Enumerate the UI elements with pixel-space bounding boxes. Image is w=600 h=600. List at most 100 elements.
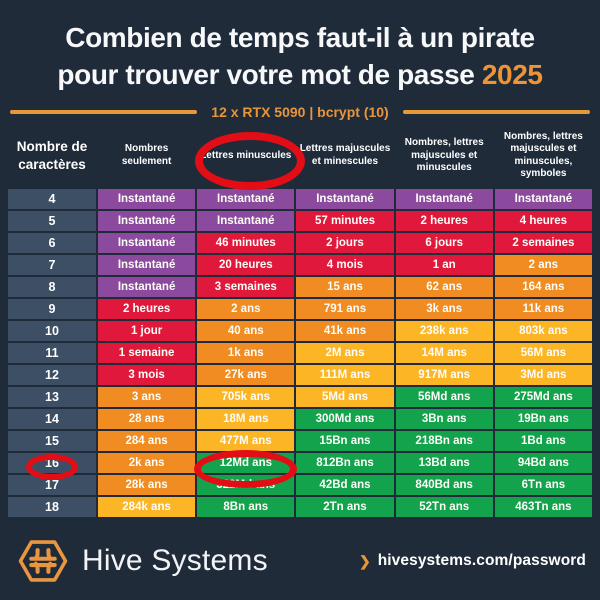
time-cell: Instantané — [98, 210, 196, 231]
time-cell: 322Md ans — [197, 474, 295, 495]
char-count-cell: 17 — [8, 474, 96, 495]
time-cell: 2 heures — [98, 298, 196, 319]
table-row: 6 Instantané 46 minutes 2 jours 6 jours 2 sem… — [8, 232, 592, 253]
title-line1: Combien de temps faut-il à un pirate — [65, 22, 535, 53]
time-cell: 2 jours — [296, 232, 394, 253]
password-table: Nombre de caractères Nombres seulement Le… — [8, 126, 592, 517]
time-cell: 2 heures — [395, 210, 493, 231]
time-cell: Instantané — [98, 276, 196, 297]
footer: Hive Systems ❯ hivesystems.com/password — [0, 528, 600, 600]
title-year: 2025 — [481, 58, 543, 90]
char-count-cell: 12 — [8, 364, 96, 385]
time-cell: Instantané — [98, 254, 196, 275]
char-count-cell: 13 — [8, 386, 96, 407]
time-cell: 705k ans — [197, 386, 295, 407]
char-count-cell: 4 — [8, 188, 96, 209]
time-cell: 791 ans — [296, 298, 394, 319]
column-header-chars: Nombre de caractères — [16, 139, 88, 172]
time-cell: 1 jour — [98, 320, 196, 341]
time-cell: 62 ans — [395, 276, 493, 297]
time-cell: 52Tn ans — [395, 496, 493, 517]
table-row: 7 Instantané 20 heures 4 mois 1 an 2 ans — [8, 254, 592, 275]
time-cell: 3 ans — [98, 386, 196, 407]
time-cell: 2k ans — [98, 452, 196, 473]
time-cell: 3Bn ans — [395, 408, 493, 429]
time-cell: Instantané — [197, 188, 295, 209]
time-cell: 3k ans — [395, 298, 493, 319]
time-cell: Instantané — [98, 232, 196, 253]
brand-lockup: Hive Systems — [16, 533, 268, 589]
char-count-cell: 10 — [8, 320, 96, 341]
time-cell: 13Bd ans — [395, 452, 493, 473]
column-header-5: Nombres, lettres majuscules et minuscule… — [503, 130, 583, 180]
time-cell: Instantané — [395, 188, 493, 209]
time-cell: 2Tn ans — [296, 496, 394, 517]
time-cell: 4 heures — [494, 210, 592, 231]
time-cell: 238k ans — [395, 320, 493, 341]
time-cell: 917M ans — [395, 364, 493, 385]
time-cell: 12Md ans — [197, 452, 295, 473]
char-count-cell: 14 — [8, 408, 96, 429]
time-cell: 41k ans — [296, 320, 394, 341]
char-count-cell: 16 — [8, 452, 96, 473]
time-cell: 803k ans — [494, 320, 592, 341]
page-title: Combien de temps faut-il à un pirate pou… — [0, 0, 600, 94]
hardware-subtitle: 12 x RTX 5090 | bcrypt (10) — [211, 103, 389, 120]
time-cell: 94Bd ans — [494, 452, 592, 473]
time-cell: 275Md ans — [494, 386, 592, 407]
time-cell: 2M ans — [296, 342, 394, 363]
time-cell: 28 ans — [98, 408, 196, 429]
title-line2: pour trouver votre mot de passe — [57, 58, 475, 90]
time-cell: 18M ans — [197, 408, 295, 429]
char-count-cell: 9 — [8, 298, 96, 319]
time-cell: 4 mois — [296, 254, 394, 275]
time-cell: 27k ans — [197, 364, 295, 385]
time-cell: 463Tn ans — [494, 496, 592, 517]
time-cell: 28k ans — [98, 474, 196, 495]
subtitle-rule-left — [10, 109, 198, 114]
table-row: 17 28k ans 322Md ans 42Bd ans 840Bd ans 6Tn a… — [8, 474, 592, 495]
time-cell: 14M ans — [395, 342, 493, 363]
time-cell: 40 ans — [197, 320, 295, 341]
time-cell: Instantané — [296, 188, 394, 209]
table-row: 12 3 mois 27k ans 111M ans 917M ans 3Md ans — [8, 364, 592, 385]
time-cell: 19Bn ans — [494, 408, 592, 429]
time-cell: 8Bn ans — [197, 496, 295, 517]
table-row: 10 1 jour 40 ans 41k ans 238k ans 803k ans — [8, 320, 592, 341]
time-cell: 840Bd ans — [395, 474, 493, 495]
time-cell: Instantané — [98, 188, 196, 209]
time-cell: 3 semaines — [197, 276, 295, 297]
hive-systems-logo-icon — [18, 540, 68, 582]
time-cell: Instantané — [197, 210, 295, 231]
table-body: 4 Instantané Instantané Instantané Instantan… — [8, 188, 592, 517]
time-cell: 1 semaine — [98, 342, 196, 363]
column-header-3: Lettres majuscules et minescules — [299, 143, 391, 167]
time-cell: 6Tn ans — [494, 474, 592, 495]
time-cell: 5Md ans — [296, 386, 394, 407]
time-cell: 42Bd ans — [296, 474, 394, 495]
website-link[interactable]: ❯ hivesystems.com/password — [359, 552, 586, 570]
table-row: 5 Instantané Instantané 57 minutes 2 heures 4… — [8, 210, 592, 231]
time-cell: 1 an — [395, 254, 493, 275]
char-count-cell: 7 — [8, 254, 96, 275]
table-row: 16 2k ans 12Md ans 812Bn ans 13Bd ans 94Bd an… — [8, 452, 592, 473]
time-cell: 2 ans — [494, 254, 592, 275]
time-cell: 284k ans — [98, 496, 196, 517]
char-count-cell: 11 — [8, 342, 96, 363]
time-cell: Instantané — [494, 188, 592, 209]
time-cell: 11k ans — [494, 298, 592, 319]
char-count-cell: 5 — [8, 210, 96, 231]
time-cell: 1k ans — [197, 342, 295, 363]
time-cell: 46 minutes — [197, 232, 295, 253]
table-row: 11 1 semaine 1k ans 2M ans 14M ans 56M ans — [8, 342, 592, 363]
table-row: 8 Instantané 3 semaines 15 ans 62 ans 164 ans — [8, 276, 592, 297]
time-cell: 56Md ans — [395, 386, 493, 407]
table-row: 18 284k ans 8Bn ans 2Tn ans 52Tn ans 463Tn an… — [8, 496, 592, 517]
time-cell: 2 semaines — [494, 232, 592, 253]
time-cell: 3 mois — [98, 364, 196, 385]
column-header-1: Nombres seulement — [121, 143, 172, 167]
time-cell: 300Md ans — [296, 408, 394, 429]
time-cell: 2 ans — [197, 298, 295, 319]
time-cell: 6 jours — [395, 232, 493, 253]
